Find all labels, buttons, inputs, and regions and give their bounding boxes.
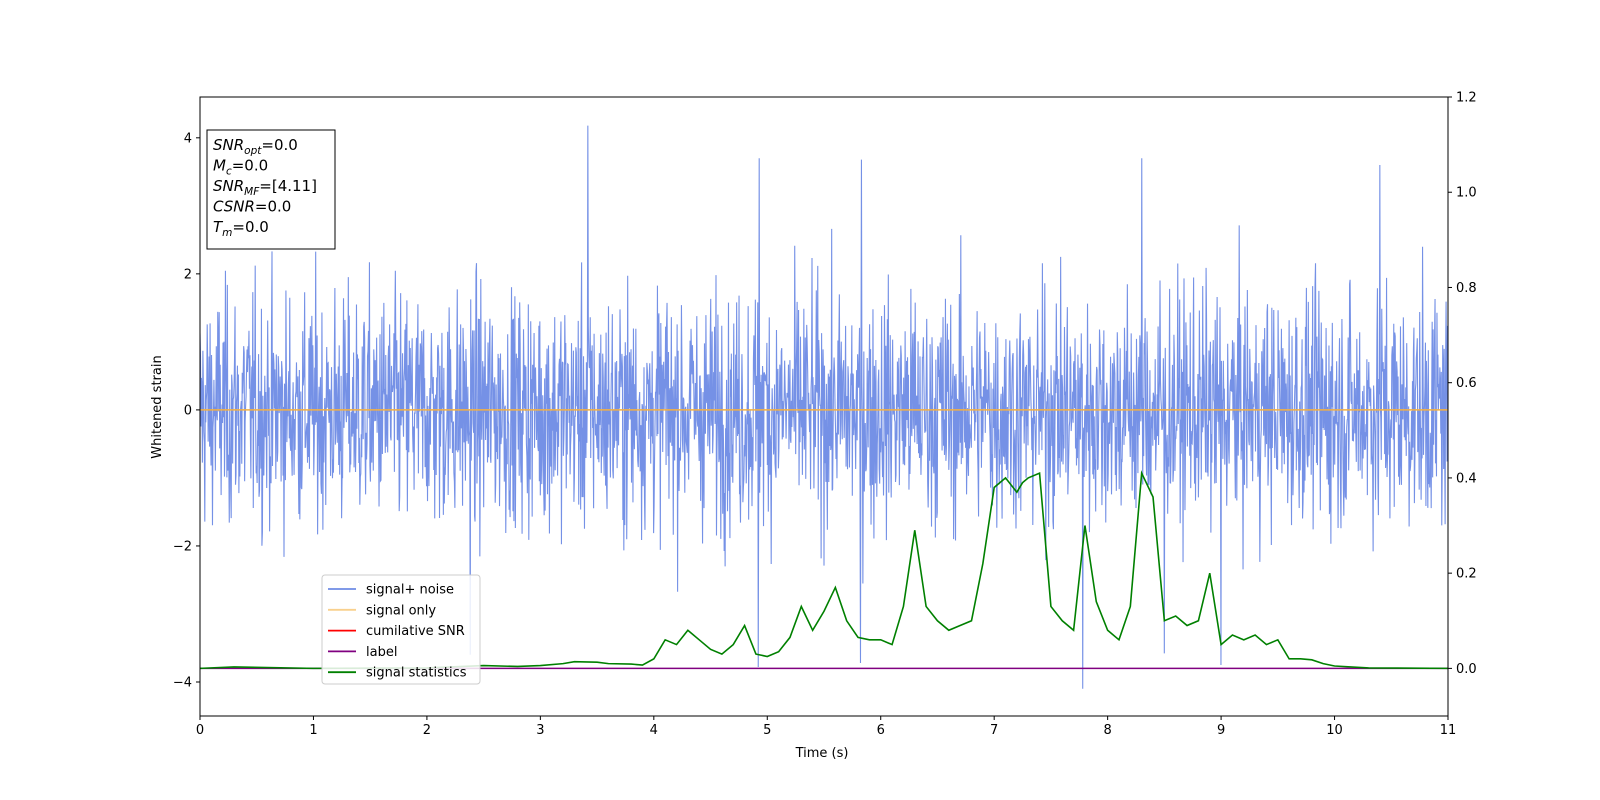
y-axis-left: −4 −2 0 2 4 — [173, 131, 200, 690]
info-symbol: SNR — [213, 177, 244, 195]
x-tick-label: 10 — [1326, 723, 1343, 738]
plot-frame — [199, 96, 1449, 717]
legend-label: cumilative SNR — [366, 624, 465, 639]
info-value: =0.0 — [255, 198, 291, 216]
y-tick-label: −4 — [173, 675, 192, 690]
info-line: CSNR=0.0 — [213, 198, 291, 216]
info-subscript: m — [222, 227, 232, 239]
info-line: Mc=0.0 — [213, 157, 268, 178]
legend-label: label — [366, 645, 397, 660]
x-tick-label: 6 — [877, 723, 885, 738]
x-tick-label: 9 — [1217, 723, 1225, 738]
x-tick-label: 7 — [990, 723, 998, 738]
legend-label: signal statistics — [366, 666, 467, 681]
legend-label: signal only — [366, 603, 436, 618]
x-axis: 0 1 2 3 4 5 6 7 8 9 10 11 — [196, 716, 1456, 738]
y-tick-label: 2 — [184, 267, 192, 282]
info-box: SNRopt=0.0Mc=0.0SNRMF=[4.11]CSNR=0.0Tm=0… — [206, 129, 336, 250]
legend-label: signal+ noise — [366, 583, 454, 598]
info-symbol: SNR — [213, 136, 244, 154]
info-symbol: T — [213, 218, 224, 236]
y-axis-right: 0.0 0.2 0.4 0.6 0.8 1.0 1.2 — [1448, 91, 1477, 677]
info-value: =0.0 — [232, 218, 268, 236]
info-symbol: M — [213, 157, 226, 175]
x-axis-label: Time (s) — [795, 746, 849, 761]
legend-frame — [321, 574, 481, 685]
y-tick-label: −2 — [173, 539, 192, 554]
y2-tick-label: 1.2 — [1456, 91, 1477, 106]
info-value: =0.0 — [232, 157, 268, 175]
series-signal-statistics — [200, 470, 1448, 670]
y2-tick-label: 1.0 — [1456, 186, 1477, 201]
y2-tick-label: 0.0 — [1456, 662, 1477, 677]
info-line: SNRMF=[4.11] — [213, 177, 317, 198]
y-axis-label: Whitened strain — [150, 355, 165, 458]
info-line: Tm=0.0 — [213, 218, 269, 239]
legend: signal+ noise signal only cumilative SNR la… — [321, 574, 481, 685]
x-tick-label: 5 — [763, 723, 771, 738]
series-signal-noise — [200, 125, 1448, 689]
x-tick-label: 11 — [1440, 723, 1457, 738]
y-tick-label: 4 — [184, 131, 192, 146]
x-tick-label: 0 — [196, 723, 204, 738]
info-symbol: CSNR — [213, 198, 255, 216]
info-box-frame — [206, 129, 336, 250]
y2-tick-label: 0.8 — [1456, 281, 1477, 296]
y-tick-label: 0 — [184, 403, 192, 418]
info-value: =[4.11] — [259, 177, 317, 195]
info-subscript: opt — [244, 145, 262, 157]
info-subscript: c — [226, 166, 232, 178]
y2-tick-label: 0.4 — [1456, 471, 1477, 486]
x-tick-label: 4 — [650, 723, 658, 738]
info-subscript: MF — [244, 186, 260, 198]
info-value: =0.0 — [261, 136, 297, 154]
x-tick-label: 2 — [423, 723, 431, 738]
x-tick-label: 8 — [1103, 723, 1111, 738]
x-tick-label: 1 — [309, 723, 317, 738]
y2-tick-label: 0.6 — [1456, 376, 1477, 391]
info-line: SNRopt=0.0 — [213, 136, 298, 157]
x-tick-label: 3 — [536, 723, 544, 738]
y2-tick-label: 0.2 — [1456, 567, 1477, 582]
